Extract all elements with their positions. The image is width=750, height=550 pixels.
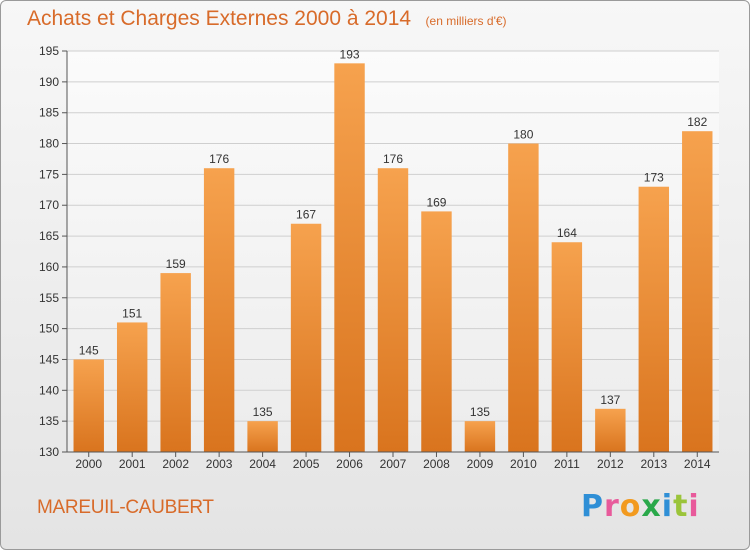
bar <box>595 408 626 452</box>
y-tick-label: 150 <box>39 322 59 336</box>
bar-value-label: 169 <box>426 195 446 209</box>
bar <box>203 168 235 452</box>
logo-letter: r <box>604 489 620 524</box>
y-tick-label: 190 <box>39 75 59 89</box>
x-tick-label: 2001 <box>119 457 146 471</box>
y-tick-label: 155 <box>39 291 59 305</box>
bar-value-label: 145 <box>79 343 99 357</box>
y-tick-label: 165 <box>39 229 59 243</box>
y-tick-label: 170 <box>39 198 59 212</box>
bar-value-label: 135 <box>470 405 490 419</box>
y-tick-label: 185 <box>39 106 59 120</box>
x-tick-label: 2003 <box>206 457 233 471</box>
bars: 145 151 159 176 135 167 193 176 169 135 180 164 137 1… <box>73 47 713 453</box>
bar <box>551 242 583 452</box>
y-tick-label: 160 <box>39 260 59 274</box>
x-tick-label: 2000 <box>75 457 102 471</box>
bar <box>247 421 278 452</box>
x-tick-label: 2010 <box>510 457 537 471</box>
bar-value-label: 164 <box>557 226 577 240</box>
bar-value-label: 176 <box>383 152 403 166</box>
x-tick-label: 2002 <box>162 457 189 471</box>
x-tick-label: 2004 <box>249 457 276 471</box>
bar-value-label: 135 <box>253 405 273 419</box>
bar <box>508 143 539 453</box>
proxiti-logo: Proxiti <box>581 489 700 524</box>
bar <box>334 63 365 452</box>
chart-title: Achats et Charges Externes 2000 à 2014 <box>27 7 412 30</box>
y-tick-label: 140 <box>39 383 59 397</box>
y-tick-label: 175 <box>39 167 59 181</box>
title-row: Achats et Charges Externes 2000 à 2014 (… <box>27 7 507 31</box>
x-tick-label: 2008 <box>423 457 450 471</box>
bar <box>377 168 409 452</box>
bar <box>421 211 452 452</box>
bar <box>73 359 104 452</box>
bar <box>160 273 191 452</box>
bar <box>116 322 148 452</box>
x-tick-label: 2011 <box>554 457 580 471</box>
bar <box>464 421 496 452</box>
bar-value-label: 176 <box>209 152 229 166</box>
location-label: MAREUIL-CAUBERT <box>37 497 214 518</box>
bar-value-label: 182 <box>687 115 707 129</box>
logo-letter: P <box>581 489 604 524</box>
x-tick-label: 2009 <box>467 457 494 471</box>
x-tick-label: 2013 <box>640 457 667 471</box>
chart-subtitle: (en milliers d'€) <box>425 14 507 28</box>
x-tick-label: 2006 <box>336 457 363 471</box>
axes: 130 135 140 145 150 155 160 165 170 175 180 185 190 1… <box>39 44 719 471</box>
logo-letter: x <box>641 489 662 524</box>
bar-value-label: 159 <box>166 257 186 271</box>
bar <box>682 131 713 452</box>
bar-value-label: 180 <box>513 128 533 142</box>
bar <box>638 186 670 452</box>
bar-value-label: 167 <box>296 208 316 222</box>
y-tick-label: 135 <box>39 414 59 428</box>
bar-value-label: 173 <box>644 171 664 185</box>
y-tick-label: 130 <box>39 445 59 459</box>
logo-letter: t <box>673 489 689 524</box>
x-tick-label: 2007 <box>380 457 407 471</box>
x-tick-label: 2012 <box>597 457 624 471</box>
logo-letter: i <box>661 489 674 524</box>
y-tick-label: 195 <box>39 44 59 58</box>
bar-value-label: 193 <box>340 47 360 61</box>
bar-value-label: 137 <box>600 393 620 407</box>
bar-value-label: 151 <box>122 306 142 320</box>
logo-letter: o <box>619 489 642 524</box>
bar <box>290 223 322 452</box>
x-tick-label: 2005 <box>293 457 320 471</box>
y-tick-label: 180 <box>39 137 59 151</box>
logo-letter: i <box>688 489 700 524</box>
y-tick-label: 145 <box>39 352 59 366</box>
x-tick-label: 2014 <box>684 457 711 471</box>
